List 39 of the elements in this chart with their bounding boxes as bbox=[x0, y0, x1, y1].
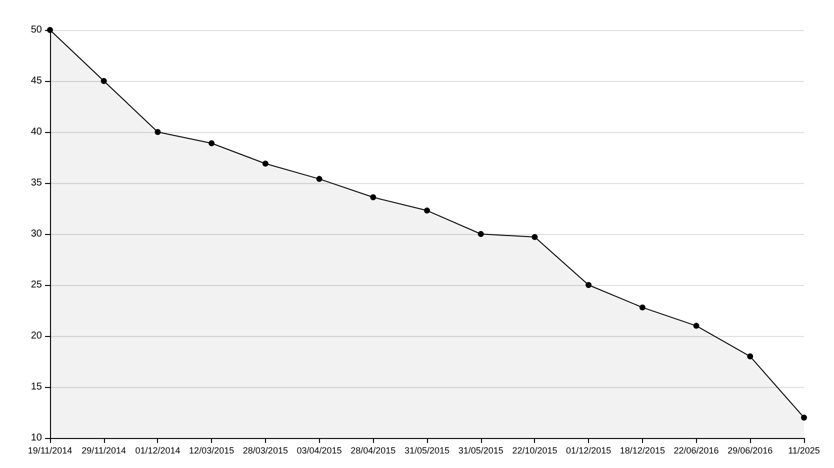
x-tick-label: 01/12/2014 bbox=[135, 446, 180, 456]
y-tick-label: 50 bbox=[30, 24, 42, 36]
y-tick-label: 10 bbox=[30, 432, 42, 444]
y-tick-label: 15 bbox=[30, 382, 42, 392]
x-tick-label: 29/11/2014 bbox=[82, 446, 126, 456]
point bbox=[693, 322, 700, 329]
point bbox=[424, 208, 430, 214]
point bbox=[532, 234, 538, 240]
y-tick-label: 40 bbox=[30, 126, 42, 138]
y-tick-label: 25 bbox=[30, 280, 42, 290]
x-tick-label: 31/05/2015 bbox=[458, 446, 504, 456]
x-tick-label: 18/12/2015 bbox=[620, 446, 665, 456]
x-tick-label: 11/2025 bbox=[788, 446, 820, 456]
x-tick-label: 12/03/2015 bbox=[189, 446, 234, 456]
x-tick-label: 01/12/2015 bbox=[566, 446, 612, 456]
y-tick-label: 20 bbox=[30, 330, 42, 342]
point bbox=[316, 176, 322, 182]
x-tick-label: 03/04/2015 bbox=[296, 446, 342, 456]
y-tick-label: 35 bbox=[30, 178, 42, 188]
x-tick-label: 28/03/2015 bbox=[242, 446, 288, 456]
y-tick-label: 30 bbox=[30, 228, 42, 240]
point bbox=[154, 129, 161, 135]
x-tick-label: 22/10/2015 bbox=[512, 446, 558, 456]
x-tick-label: 31/05/2015 bbox=[404, 446, 450, 456]
point bbox=[639, 304, 646, 310]
point bbox=[100, 78, 107, 84]
point bbox=[586, 282, 592, 288]
point bbox=[47, 27, 53, 33]
point bbox=[370, 194, 376, 200]
point bbox=[478, 231, 484, 237]
point bbox=[747, 353, 754, 360]
point bbox=[262, 160, 268, 167]
point bbox=[801, 414, 807, 421]
point bbox=[208, 140, 215, 146]
x-tick-label: 28/04/2015 bbox=[350, 446, 396, 456]
x-tick-label: 22/06/2016 bbox=[674, 446, 719, 456]
y-tick-label: 45 bbox=[30, 76, 42, 86]
x-tick-label: 29/06/2016 bbox=[728, 446, 773, 456]
x-tick-label: 19/11/2014 bbox=[28, 446, 72, 456]
